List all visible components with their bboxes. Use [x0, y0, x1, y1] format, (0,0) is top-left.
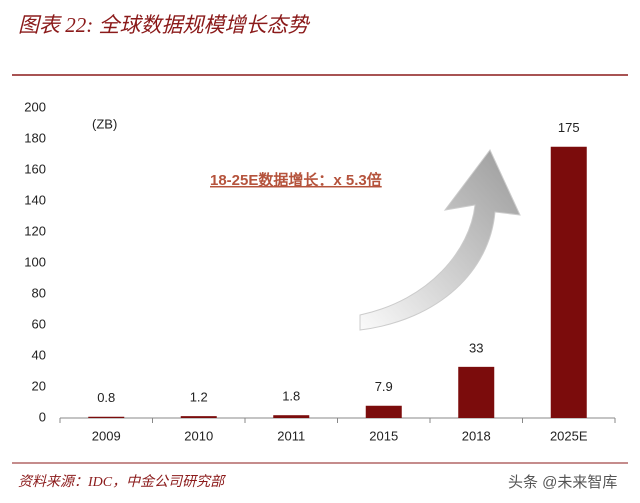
x-tick-label: 2011	[277, 428, 305, 443]
y-tick-label: 20	[32, 378, 46, 393]
bar	[550, 146, 587, 418]
data-label: 7.9	[375, 379, 393, 394]
data-label: 175	[558, 120, 580, 135]
annotation: 18-25E数据增长：x 5.3倍	[210, 171, 382, 189]
x-tick-label: 2018	[462, 428, 491, 443]
data-label: 1.2	[190, 390, 208, 405]
data-label: 0.8	[97, 390, 115, 405]
watermark: 头条 @未来智库	[508, 473, 617, 491]
y-tick-label: 160	[24, 161, 46, 176]
x-tick-label: 2015	[369, 428, 398, 443]
bar	[273, 415, 310, 418]
y-tick-label: 120	[24, 223, 46, 238]
bar	[458, 366, 495, 418]
source: 资料来源：IDC，中金公司研究部	[18, 474, 226, 490]
y-tick-label: 0	[39, 409, 46, 424]
x-tick-label: 2025E	[550, 428, 588, 443]
x-tick-label: 2010	[184, 428, 213, 443]
y-tick-label: 60	[32, 316, 46, 331]
y-tick-label: 140	[24, 192, 46, 207]
data-label: 33	[469, 340, 483, 355]
y-tick-label: 180	[24, 130, 46, 145]
chart-title: 图表 22: 全球数据规模增长态势	[18, 13, 310, 37]
y-tick-label: 40	[32, 347, 46, 362]
unit-label: (ZB)	[92, 116, 117, 131]
y-tick-label: 100	[24, 254, 46, 269]
bar	[180, 416, 217, 418]
y-tick-label: 200	[24, 99, 46, 114]
bar	[88, 416, 125, 418]
x-tick-label: 2009	[92, 428, 121, 443]
bar	[365, 405, 402, 418]
growth-arrow	[359, 149, 521, 331]
data-label: 1.8	[282, 389, 300, 404]
y-tick-label: 80	[32, 285, 46, 300]
